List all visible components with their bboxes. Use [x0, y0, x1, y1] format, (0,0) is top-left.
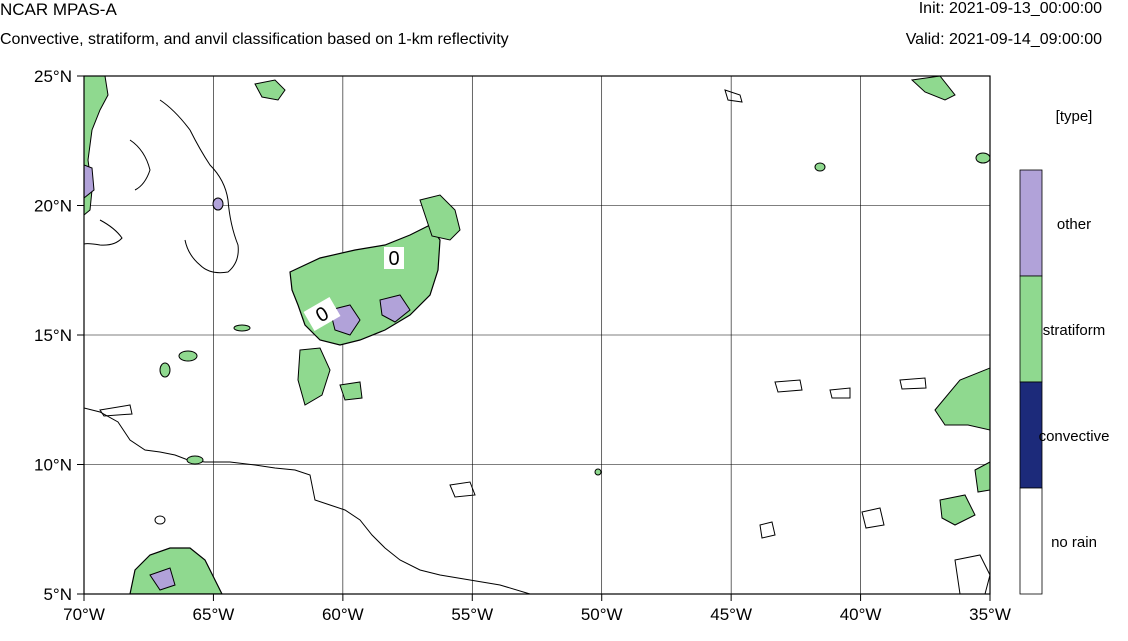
precip-cell [186, 455, 204, 465]
precip-cell [154, 515, 166, 525]
precip-cell [297, 347, 331, 406]
precip-cell [939, 494, 976, 526]
legend-title: [type] [1056, 108, 1093, 125]
init-time: Init: 2021-09-13_00:00:00 [918, 0, 1102, 17]
lon-tick-label: 50°W [581, 605, 623, 624]
legend-label: no rain [1051, 534, 1097, 551]
lat-tick-label: 25°N [34, 67, 72, 86]
precip-cell [910, 76, 956, 101]
precip-cell [814, 162, 826, 172]
precip-cell [339, 381, 363, 401]
precip-cell [954, 554, 990, 594]
lon-tick-label: 70°W [63, 605, 105, 624]
precip-cell [974, 461, 990, 493]
precip-cell [149, 567, 176, 591]
rain-outline [759, 521, 776, 539]
precip-cell [419, 194, 461, 241]
contour-label-group: 0 0 [303, 247, 404, 332]
rain-outline [861, 507, 885, 529]
lon-tick-label: 55°W [451, 605, 493, 624]
precip-cell [129, 547, 223, 594]
rain-outline [829, 387, 851, 399]
rain-outline [449, 481, 476, 498]
coastline [129, 139, 151, 191]
axis-ticks [77, 75, 991, 601]
precip-cell [159, 362, 171, 378]
precip-cell [233, 324, 251, 332]
lat-labels: 25°N 20°N 15°N 10°N 5°N [34, 67, 72, 604]
valid-time: Valid: 2021-09-14_09:00:00 [905, 31, 1102, 48]
legend-label: convective [1039, 428, 1110, 445]
coastline [159, 99, 239, 274]
lon-tick-label: 65°W [193, 605, 235, 624]
precip-cell [178, 350, 198, 362]
rain-outline [899, 377, 927, 390]
precip-cell [84, 164, 95, 199]
legend-swatch [1019, 275, 1043, 383]
rain-outline [99, 404, 133, 417]
lon-tick-label: 35°W [969, 605, 1011, 624]
lon-tick-label: 45°W [710, 605, 752, 624]
map-title: NCAR MPAS-A [0, 0, 117, 19]
precip-cell [594, 468, 602, 476]
legend: other stratiform convective no rain [1019, 169, 1110, 595]
rain-outline [724, 89, 743, 103]
rain-outline [774, 379, 803, 393]
lat-tick-label: 20°N [34, 197, 72, 216]
map-subtitle: Convective, stratiform, and anvil classi… [0, 31, 509, 48]
lon-tick-label: 40°W [840, 605, 882, 624]
precip-cell [379, 294, 411, 323]
precip-cell [254, 79, 286, 101]
lat-tick-label: 5°N [43, 585, 72, 604]
lat-tick-label: 15°N [34, 326, 72, 345]
precip-cell [934, 367, 990, 431]
coastline [84, 407, 531, 594]
contour-label: 0 [388, 248, 399, 270]
legend-swatch [1019, 487, 1043, 595]
lon-tick-label: 60°W [322, 605, 364, 624]
coastline [84, 219, 123, 246]
legend-label: other [1057, 216, 1091, 233]
lat-tick-label: 10°N [34, 456, 72, 475]
legend-swatch [1019, 169, 1043, 277]
precip-cell [975, 152, 990, 164]
legend-label: stratiform [1043, 322, 1106, 339]
precip-cell [212, 197, 224, 211]
lon-labels: 70°W 65°W 60°W 55°W 50°W 45°W 40°W 35°W [63, 605, 1011, 624]
